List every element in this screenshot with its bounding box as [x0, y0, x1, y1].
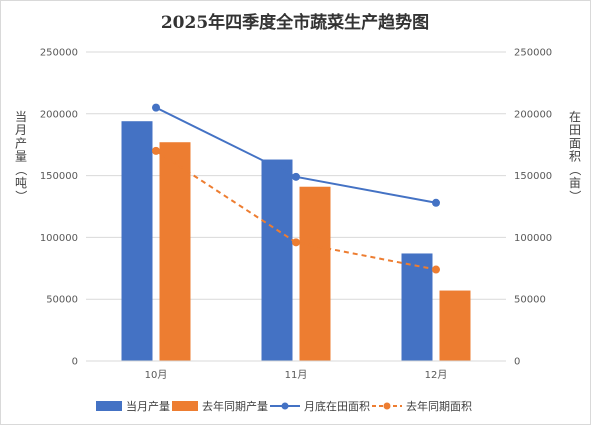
bar	[261, 159, 293, 361]
series-line	[155, 150, 437, 271]
right-axis-tick-label: 250000	[514, 48, 552, 59]
axis-label-char: 月	[15, 123, 27, 137]
legend-swatch-marker	[281, 402, 289, 410]
bar	[299, 186, 331, 361]
bar	[401, 253, 433, 361]
legend-item: 去年同期面积	[372, 399, 472, 413]
right-axis-tick-label: 100000	[514, 233, 552, 244]
left-axis-tick-label: 100000	[40, 233, 78, 244]
line-point	[432, 198, 440, 207]
legend-label: 去年同期产量	[202, 399, 268, 413]
left-axis-tick-label: 250000	[40, 48, 78, 59]
axis-label-char: 当	[15, 110, 27, 124]
legend-label: 当月产量	[126, 399, 170, 413]
axis-label-char: 吨	[15, 176, 27, 190]
legend-label: 月底在田面积	[304, 399, 370, 413]
legend-swatch-marker	[383, 402, 391, 410]
axis-label-char: 亩	[569, 175, 581, 190]
axis-label-char: ）	[14, 190, 28, 202]
legend-swatch	[172, 401, 198, 411]
axes: 0 50000 100000 150000 200000 250000 0 50000 1000…	[14, 48, 582, 382]
legend-swatch	[96, 401, 122, 411]
legend: 当月产量 去年同期产量 月底在田面积 去年同期面积	[96, 399, 472, 413]
lines	[152, 103, 440, 274]
left-axis-tick-label: 150000	[40, 171, 78, 182]
axis-label-char: 田	[569, 123, 581, 137]
legend-item: 当月产量	[96, 399, 170, 413]
bar	[159, 142, 191, 361]
axis-label-char: （	[14, 164, 28, 176]
x-axis-tick-label: 11月	[285, 369, 308, 381]
axis-label-char: 量	[15, 150, 27, 164]
right-axis-tick-label: 150000	[514, 171, 552, 182]
axis-label-char: （	[568, 164, 582, 176]
right-axis-tick-label: 0	[514, 357, 520, 368]
x-axis-tick-label: 10月	[145, 369, 168, 381]
chart-title: 2025年四季度全市蔬菜生产趋势图	[161, 12, 429, 33]
bar	[439, 290, 471, 361]
left-axis-title: 当月产量（吨）	[14, 110, 28, 202]
right-axis-tick-label: 200000	[514, 109, 552, 120]
legend-item: 月底在田面积	[270, 399, 370, 413]
right-axis-title: 在田面积（亩）	[568, 110, 582, 202]
bar	[121, 121, 153, 361]
left-axis-tick-label: 50000	[46, 295, 78, 306]
axis-label-char: 产	[15, 136, 27, 150]
right-axis-tick-label: 50000	[514, 295, 546, 306]
line-point	[292, 238, 300, 247]
axis-label-char: 在	[569, 110, 581, 124]
axis-label-char: ）	[568, 190, 582, 202]
line-point	[432, 265, 440, 274]
axis-label-char: 积	[569, 150, 581, 164]
line-point	[152, 103, 160, 112]
bars	[121, 121, 471, 361]
legend-label: 去年同期面积	[406, 399, 472, 413]
axis-label-char: 面	[569, 136, 581, 150]
legend-item: 去年同期产量	[172, 399, 268, 413]
line-point	[292, 172, 300, 181]
left-axis-tick-label: 0	[72, 357, 78, 368]
series-line	[155, 106, 437, 204]
left-axis-tick-label: 200000	[40, 109, 78, 120]
x-axis-tick-label: 12月	[425, 369, 448, 381]
line-point	[152, 146, 160, 155]
